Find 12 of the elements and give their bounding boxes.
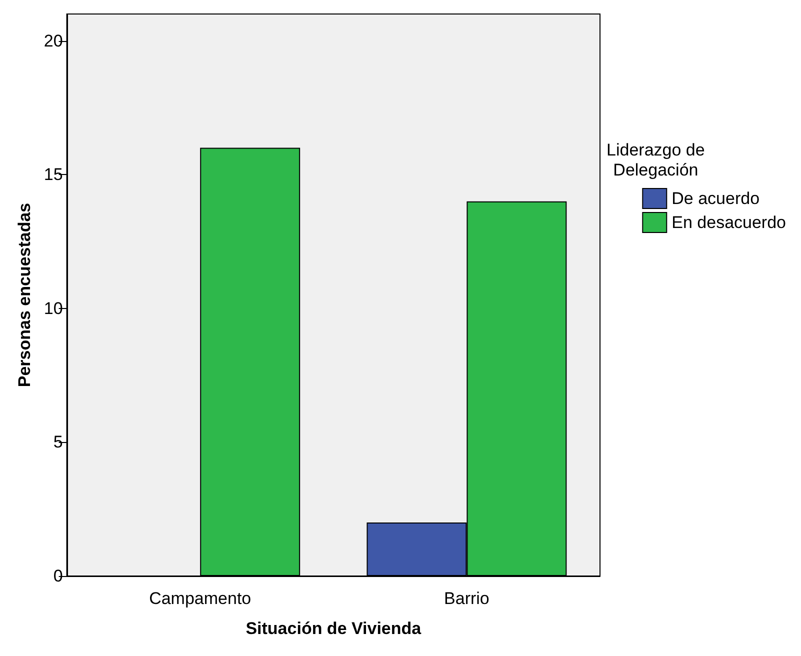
y-tick-label: 15 [44, 165, 63, 184]
y-tick-label: 10 [44, 298, 63, 318]
x-tick-label: Barrio [444, 589, 490, 608]
x-axis-title: Situación de Vivienda [246, 619, 422, 638]
legend-label: En desacuerdo [672, 213, 786, 232]
y-tick-label: 20 [44, 31, 63, 50]
y-tick-label: 5 [53, 432, 63, 452]
y-tick-label: 0 [53, 566, 63, 586]
x-tick-label: Campamento [149, 589, 252, 608]
y-axis-title: Personas encuestadas [15, 202, 34, 388]
legend-title: Liderazgo de Delegación [606, 140, 705, 180]
legend-label: De acuerdo [672, 189, 760, 208]
